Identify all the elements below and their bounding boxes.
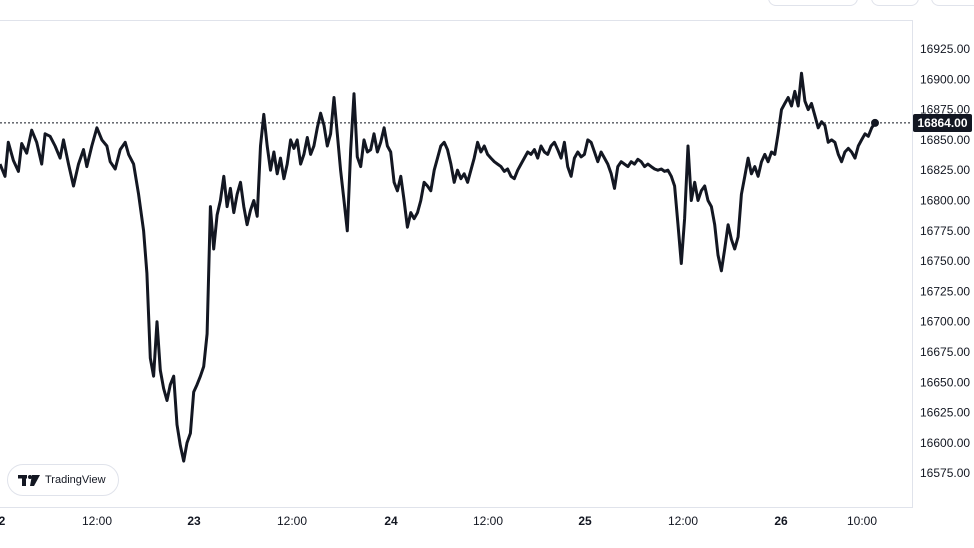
x-tick-label: 24: [384, 514, 398, 528]
tradingview-logo-icon: [18, 474, 40, 486]
y-tick-label: 16625.00: [920, 406, 970, 420]
top-toolbar-strip: [0, 0, 974, 20]
price-axis-line: [912, 20, 913, 508]
y-tick-label: 16725.00: [920, 284, 970, 298]
x-tick-label: 23: [187, 514, 201, 528]
time-axis[interactable]: 2 12:00 23 12:00 24 12:00 25 12:00 26 10:00: [0, 514, 877, 528]
y-tick-label: 16750.00: [920, 254, 970, 268]
x-tick-label: 26: [774, 514, 788, 528]
x-tick-label: 12:00: [668, 514, 698, 528]
x-tick-label: 25: [578, 514, 592, 528]
plot-top-border: [0, 20, 912, 21]
price-series-line: [0, 71, 877, 463]
x-tick-label: 10:00: [847, 514, 877, 528]
tradingview-badge[interactable]: TradingView: [7, 464, 119, 496]
y-tick-label: 16800.00: [920, 194, 970, 208]
y-tick-label: 16925.00: [920, 42, 970, 56]
tradingview-label: TradingView: [45, 474, 106, 486]
x-tick-label: 2: [0, 514, 6, 528]
last-price-label: 16864.00: [913, 114, 972, 132]
y-tick-label: 16775.00: [920, 224, 970, 238]
y-tick-label: 16825.00: [920, 163, 970, 177]
y-tick-label: 16900.00: [920, 72, 970, 86]
y-tick-label: 16575.00: [920, 466, 970, 480]
y-tick-label: 16700.00: [920, 315, 970, 329]
y-tick-label: 16600.00: [920, 436, 970, 450]
x-tick-label: 12:00: [277, 514, 307, 528]
y-tick-label: 16850.00: [920, 133, 970, 147]
x-tick-label: 12:00: [473, 514, 503, 528]
y-tick-label: 16650.00: [920, 375, 970, 389]
time-axis-line: [0, 507, 912, 508]
x-tick-label: 12:00: [82, 514, 112, 528]
bottom-toolbar-strip: [0, 540, 974, 548]
y-tick-label: 16675.00: [920, 345, 970, 359]
y-tick-label: 16875.00: [920, 103, 970, 117]
price-axis[interactable]: 16925.00 16900.00 16875.00 16850.00 16825.00…: [920, 42, 970, 480]
last-price-dot: [871, 118, 879, 127]
